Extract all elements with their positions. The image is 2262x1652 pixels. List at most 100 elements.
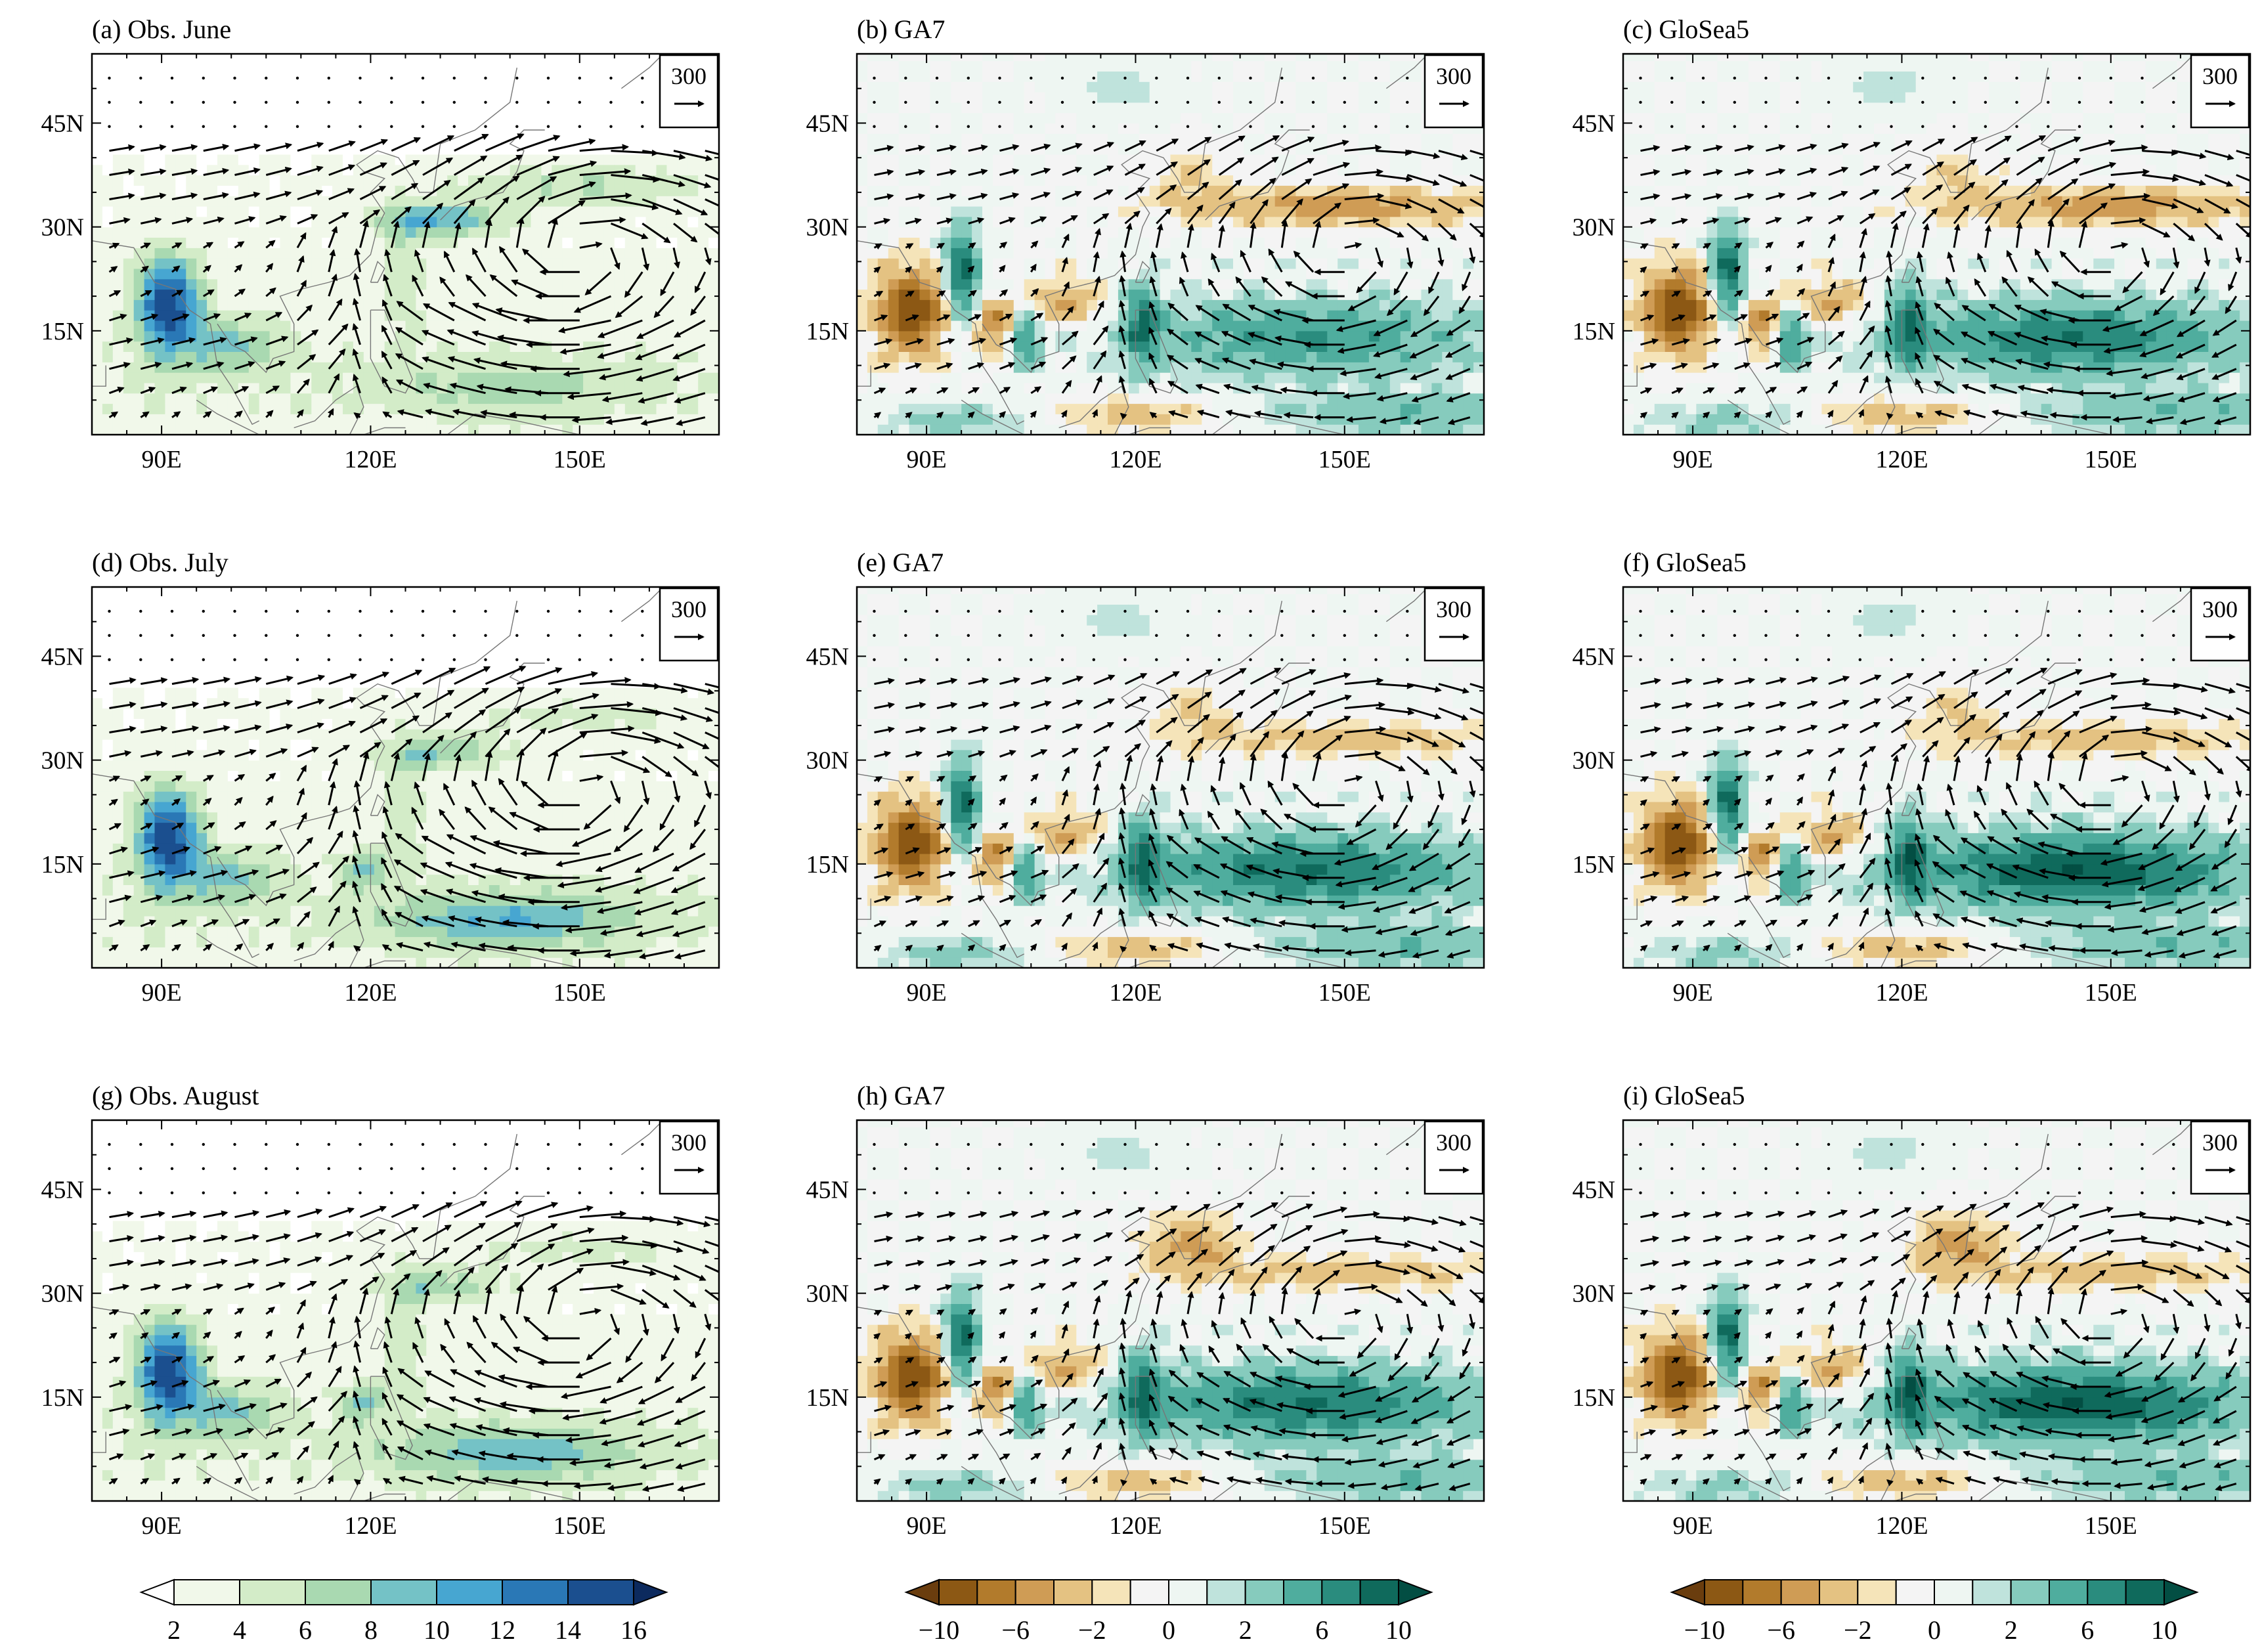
- x-tick-label: 120E: [1109, 1512, 1162, 1540]
- y-tick-label: 15N: [806, 318, 849, 345]
- panels: 90E 120E 150E 15N 30N 45N (a) Obs. June 300 90E 1…: [41, 14, 2251, 1540]
- y-tick-label: 45N: [1573, 643, 1615, 670]
- wind-vectors: [108, 609, 719, 960]
- panel-title: (b) GA7: [857, 14, 945, 44]
- shaded-field: [92, 1120, 719, 1501]
- panel-g: 90E 120E 150E 15N 30N 45N (g) Obs. August 300: [41, 1081, 720, 1540]
- coastlines: [857, 1120, 1429, 1501]
- coastlines: [92, 54, 664, 435]
- reference-vector: 300: [659, 54, 719, 129]
- colorbar-label: 10: [2151, 1615, 2177, 1645]
- panel-e: 90E 120E 150E 15N 30N 45N (e) GA7 300: [806, 548, 1485, 1007]
- x-tick-label: 90E: [1673, 979, 1713, 1007]
- colorbar-label: 6: [2081, 1615, 2094, 1645]
- coastlines: [1623, 1120, 2195, 1501]
- x-tick-label: 120E: [1875, 446, 1928, 473]
- colorbar-label: 8: [364, 1615, 378, 1645]
- shaded-field: [857, 587, 1484, 968]
- colorbar-label: 2: [167, 1615, 181, 1645]
- wind-vectors: [873, 609, 1484, 959]
- y-tick-label: 45N: [1573, 1176, 1615, 1204]
- reference-vector: 300: [659, 1120, 719, 1195]
- coastlines: [92, 587, 664, 968]
- x-tick-label: 120E: [1109, 446, 1162, 473]
- reference-vector: 300: [1424, 54, 1484, 129]
- x-tick-label: 90E: [142, 979, 182, 1007]
- reference-vector: 300: [2190, 54, 2250, 129]
- x-tick-label: 120E: [1109, 979, 1162, 1007]
- wind-vectors: [873, 1142, 1484, 1492]
- y-tick-label: 15N: [41, 851, 84, 879]
- x-tick-label: 150E: [1318, 446, 1371, 473]
- panel-title: (a) Obs. June: [92, 14, 231, 44]
- y-tick-label: 45N: [806, 110, 849, 137]
- x-tick-label: 90E: [1673, 446, 1713, 473]
- shaded-field: [857, 1120, 1484, 1501]
- panel-c: 90E 120E 150E 15N 30N 45N (c) GloSea5 300: [1573, 14, 2251, 473]
- x-tick-label: 150E: [554, 979, 606, 1007]
- panel-b: 90E 120E 150E 15N 30N 45N (b) GA7 300: [806, 14, 1485, 473]
- wind-vectors: [873, 76, 1484, 425]
- wind-vectors: [1639, 1142, 2250, 1492]
- x-tick-label: 90E: [907, 1512, 947, 1540]
- reference-vector: 300: [1424, 1120, 1484, 1195]
- wind-vectors: [1639, 76, 2250, 425]
- reference-vector-label: 300: [2202, 63, 2238, 89]
- y-tick-label: 30N: [1573, 1280, 1615, 1308]
- colorbar-label: 6: [299, 1615, 312, 1645]
- y-tick-label: 45N: [41, 110, 84, 137]
- x-tick-label: 120E: [344, 1512, 397, 1540]
- panel-title: (c) GloSea5: [1623, 14, 1749, 44]
- x-tick-label: 150E: [2085, 979, 2137, 1007]
- x-tick-label: 150E: [554, 1512, 606, 1540]
- y-tick-label: 30N: [41, 747, 84, 775]
- y-tick-label: 15N: [1573, 318, 1615, 345]
- x-tick-label: 120E: [1875, 1512, 1928, 1540]
- panel-title: (e) GA7: [857, 548, 944, 577]
- x-tick-label: 90E: [1673, 1512, 1713, 1540]
- x-tick-label: 150E: [554, 446, 606, 473]
- x-tick-label: 90E: [142, 1512, 182, 1540]
- coastlines: [1623, 587, 2195, 968]
- x-tick-label: 120E: [344, 979, 397, 1007]
- reference-vector-label: 300: [1436, 596, 1471, 622]
- glosea5-diff-colorbar: −10 −6 −2 0 2 6 10: [1670, 1578, 2199, 1645]
- coastlines: [1623, 54, 2195, 435]
- y-tick-label: 45N: [806, 643, 849, 670]
- reference-vector-label: 300: [2202, 1129, 2238, 1156]
- x-tick-label: 90E: [907, 979, 947, 1007]
- shaded-field: [1623, 54, 2250, 435]
- panel-a: 90E 120E 150E 15N 30N 45N (a) Obs. June 300: [41, 14, 720, 473]
- colorbar-label: 2: [2005, 1615, 2018, 1645]
- panel-i: 90E 120E 150E 15N 30N 45N (i) GloSea5 300: [1573, 1081, 2251, 1540]
- y-tick-label: 30N: [806, 1280, 849, 1308]
- colorbar-label: −6: [1767, 1615, 1795, 1645]
- reference-vector: 300: [2190, 587, 2250, 662]
- x-tick-label: 120E: [1875, 979, 1928, 1007]
- wind-vectors: [108, 76, 719, 426]
- colorbar-label: 6: [1315, 1615, 1328, 1645]
- panel-d: 90E 120E 150E 15N 30N 45N (d) Obs. July 300: [41, 548, 720, 1007]
- reference-vector: 300: [2190, 1120, 2250, 1195]
- y-tick-label: 15N: [1573, 851, 1615, 879]
- y-tick-label: 15N: [806, 1384, 849, 1412]
- colorbar-label: 10: [1385, 1615, 1412, 1645]
- colorbar-label: 0: [1162, 1615, 1175, 1645]
- reference-vector-label: 300: [671, 596, 707, 622]
- colorbar-label: 0: [1928, 1615, 1941, 1645]
- x-tick-label: 120E: [344, 446, 397, 473]
- shaded-field: [92, 587, 719, 968]
- wind-vectors: [1639, 609, 2250, 959]
- y-tick-label: 30N: [806, 214, 849, 242]
- y-tick-label: 15N: [41, 318, 84, 345]
- coastlines: [857, 587, 1429, 968]
- shaded-field: [1623, 1120, 2250, 1501]
- panel-title: (h) GA7: [857, 1081, 945, 1110]
- reference-vector: 300: [1424, 587, 1484, 662]
- colorbar-label: −2: [1078, 1615, 1106, 1645]
- shaded-field: [92, 54, 719, 435]
- panel-title: (d) Obs. July: [92, 548, 228, 577]
- y-tick-label: 45N: [806, 1176, 849, 1204]
- x-tick-label: 150E: [2085, 1512, 2137, 1540]
- panel-title: (g) Obs. August: [92, 1081, 259, 1110]
